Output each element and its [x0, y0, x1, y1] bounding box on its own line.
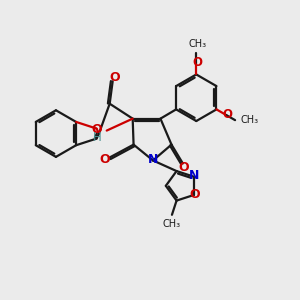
Text: O: O	[189, 188, 200, 202]
Text: O: O	[100, 153, 110, 166]
Text: H: H	[93, 131, 101, 144]
Text: O: O	[109, 71, 120, 84]
Text: O: O	[92, 123, 103, 136]
Text: O: O	[222, 108, 232, 121]
Text: O: O	[178, 160, 189, 173]
Text: N: N	[189, 169, 200, 182]
Text: N: N	[148, 153, 158, 166]
Text: CH₃: CH₃	[189, 39, 207, 50]
Text: CH₃: CH₃	[241, 115, 259, 125]
Text: CH₃: CH₃	[162, 219, 180, 229]
Text: O: O	[192, 56, 202, 69]
